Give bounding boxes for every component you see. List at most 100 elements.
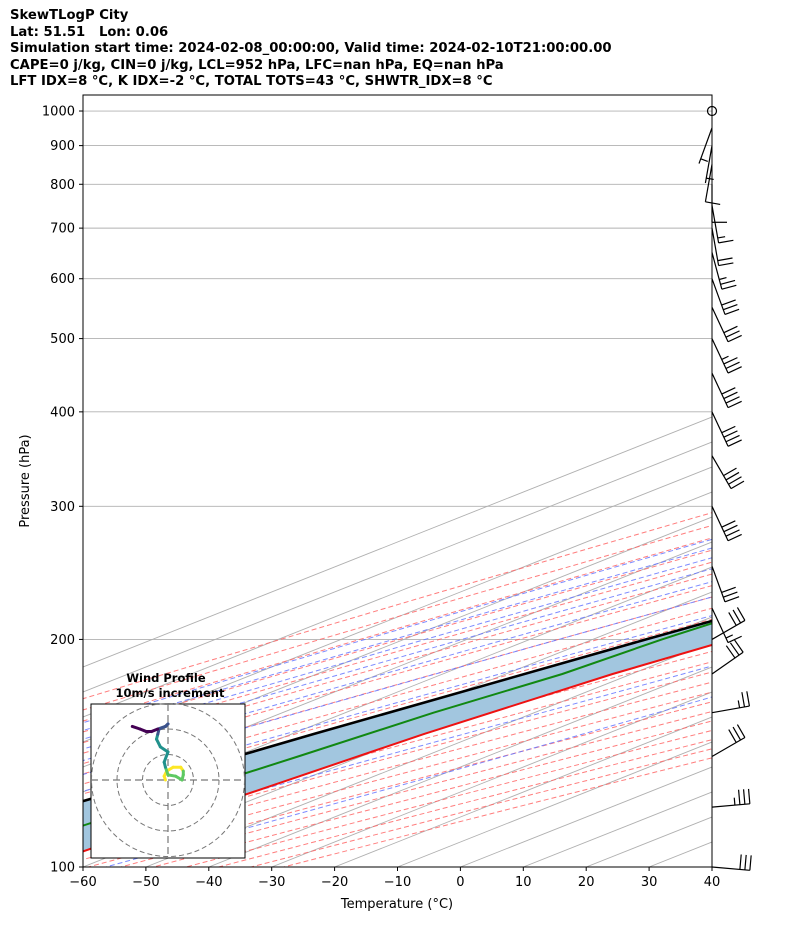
wind-barb-shaft (711, 737, 746, 758)
x-tick-label: −50 (132, 875, 159, 890)
wind-barb-flag (724, 308, 740, 316)
isotherm-line (145, 641, 712, 867)
wind-barb (711, 411, 742, 447)
wind-barb-shaft (711, 866, 750, 871)
wind-barb-flag (724, 596, 740, 603)
x-tick-label: 10 (515, 875, 532, 890)
wind-barb (711, 607, 742, 644)
wind-barb-flag (721, 586, 736, 594)
isotherm-line (83, 416, 712, 668)
wind-barb (698, 127, 713, 164)
wind-barb-flag (723, 304, 738, 311)
wind-barb-shaft (711, 307, 729, 342)
x-axis-label: Temperature (°C) (340, 897, 453, 912)
params-line: CAPE=0 j/kg, CIN=0 j/kg, LCL=952 hPa, LF… (10, 57, 504, 73)
moist-adiabat-line (83, 538, 712, 724)
wind-barb-shaft (711, 205, 720, 243)
wind-barb-shaft (711, 506, 729, 541)
wind-barb-flag (727, 400, 742, 409)
wind-barb-flag (732, 726, 742, 741)
dewpoint-profile-line (83, 622, 712, 827)
x-tick-label: 40 (704, 875, 721, 890)
hodograph-inset: Wind Profile 10m/s increment (90, 671, 246, 859)
y-tick-label: 400 (50, 405, 75, 420)
wind-barb-half-flag (719, 276, 727, 281)
wind-barb-flag (718, 262, 734, 267)
dry-adiabat-line (83, 524, 712, 711)
x-tick-label: −30 (258, 875, 285, 890)
wind-barb-shaft (711, 705, 750, 714)
y-tick-label: 500 (50, 332, 75, 347)
moist-adiabat-line (83, 547, 712, 732)
isotherm-line (586, 816, 712, 867)
hodograph-trace-segment (158, 745, 170, 754)
wind-barb-shaft (711, 803, 750, 808)
wind-barb-flag (725, 361, 740, 370)
wind-barb-flag (725, 471, 740, 481)
x-tick-label: 30 (641, 875, 658, 890)
wind-barb-flag (727, 635, 742, 644)
isotherm-line (711, 866, 712, 867)
x-tick-label: −20 (321, 875, 348, 890)
wind-barb-flag (727, 334, 742, 343)
calm-wind-circle (706, 105, 718, 117)
wind-barb-shaft (711, 372, 729, 408)
y-tick-label: 900 (50, 139, 75, 154)
wind-barb-shaft (704, 164, 713, 202)
wind-barb-flag (737, 789, 741, 805)
wind-barb-half-flag (725, 634, 733, 639)
wind-barb-flag (725, 330, 740, 338)
chart-header: SkewTLogP City Lat: 51.51 Lon: 0.06 Simula… (10, 8, 612, 91)
wind-barb-shaft (711, 565, 726, 603)
isotherm-line (83, 441, 712, 693)
wind-barb (711, 607, 746, 640)
dry-adiabat-line (83, 512, 712, 700)
wind-barb-flag (725, 434, 740, 443)
wind-barb-flag (723, 325, 738, 334)
wind-barb-flag (723, 391, 738, 400)
wind-barb-flag (742, 789, 746, 805)
wind-barb-flag (734, 639, 744, 653)
wind-barb-shaft (704, 145, 713, 184)
wind-barb-flag (728, 729, 737, 743)
wind-barb-flag (723, 591, 738, 598)
isotherm-line (271, 691, 712, 867)
wind-barb-flag (723, 357, 738, 365)
location-line: Lat: 51.51 Lon: 0.06 (10, 24, 169, 40)
wind-barb (711, 455, 745, 490)
isotherm-line (208, 666, 712, 867)
wind-barb-flag (732, 609, 742, 624)
wind-barb-flag (739, 854, 742, 870)
wind-barb-shaft (711, 455, 732, 489)
wind-barb-flag (717, 257, 733, 262)
wind-barb-half-flag (717, 236, 726, 239)
wind-barb-flag (723, 467, 737, 477)
wind-barb-flag (721, 284, 737, 290)
wind-barb-flag (741, 692, 746, 708)
wind-barb (711, 307, 742, 343)
chart-title: SkewTLogP City (10, 8, 129, 23)
isotherm-line (83, 466, 712, 718)
wind-barb-flag (747, 788, 751, 804)
wind-barb-flag (727, 439, 742, 447)
wind-barb-half-flag (733, 797, 736, 806)
wind-barb-flag (723, 524, 738, 533)
wind-barb (711, 278, 740, 316)
wind-barb (711, 639, 744, 675)
x-tick-label: 0 (456, 875, 464, 890)
wind-barb-flag (725, 645, 736, 659)
hodograph-trace-segment (130, 724, 142, 731)
wind-barb-flag (721, 520, 736, 528)
wind-barb-flag (746, 691, 751, 707)
wind-barb-flag (718, 239, 734, 244)
wind-barb-shaft (698, 127, 713, 164)
y-tick-label: 700 (50, 222, 75, 237)
wind-barb-flag (744, 854, 747, 870)
y-axis-label: Pressure (hPa) (18, 434, 33, 527)
hodograph-ring (91, 703, 245, 857)
y-tick-label: 300 (50, 500, 75, 515)
dry-adiabat-line (83, 549, 712, 733)
y-tick-label: 100 (50, 861, 75, 876)
wind-barb-shaft (711, 338, 729, 374)
